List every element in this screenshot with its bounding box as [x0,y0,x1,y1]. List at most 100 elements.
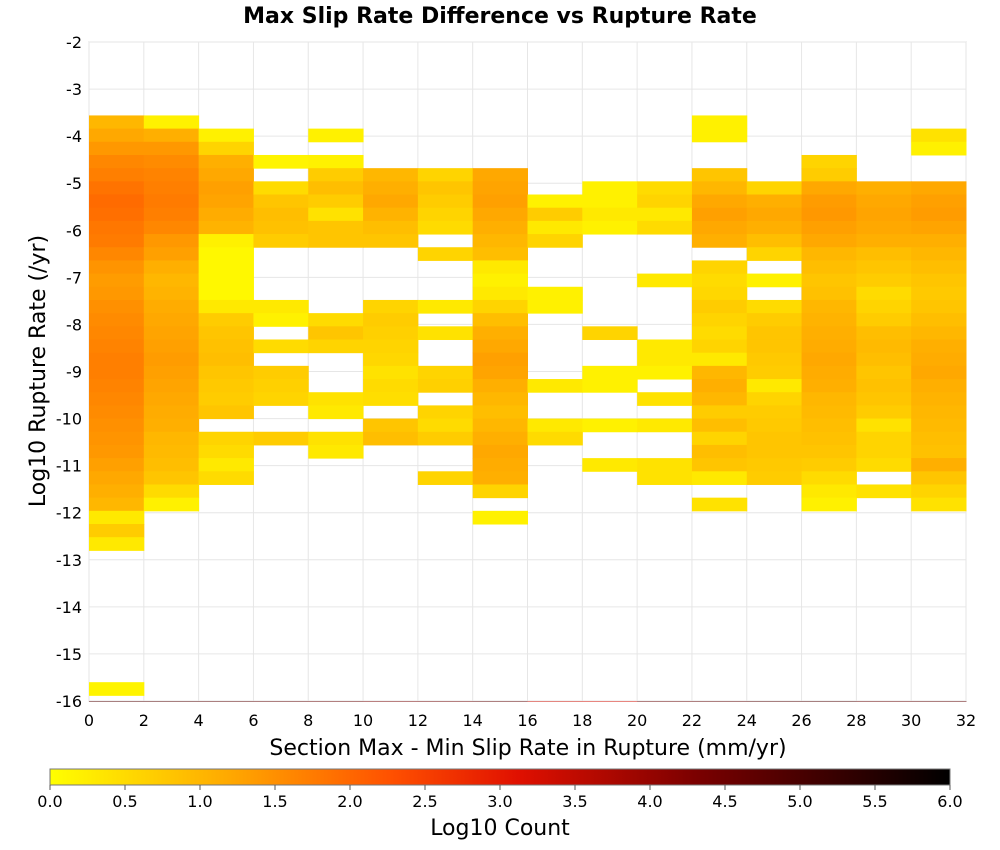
heatmap-cell [198,392,254,406]
heatmap-cell [911,299,967,314]
heatmap-cell [856,444,912,459]
heatmap-cell [911,497,967,512]
heatmap-cell [801,352,857,367]
heatmap-cell [143,471,200,485]
heatmap-cell [253,431,309,446]
colorbar-tick-label: 1.0 [187,792,212,811]
x-axis-label: Section Max - Min Slip Rate in Rupture (… [269,736,786,761]
heatmap-cell [89,497,145,512]
heatmap-cell [198,405,254,420]
y-tick-label: -14 [56,598,82,617]
heatmap-cell [363,379,419,393]
heatmap-cell [198,141,254,156]
heatmap-cell [801,484,857,499]
heatmap-cell [801,181,857,196]
heatmap-cell [911,247,967,261]
heatmap-cell [198,234,254,248]
heatmap-cell [89,418,145,433]
heatmap-cell [198,458,254,472]
heatmap-cell [308,444,364,459]
heatmap-cell [198,444,254,459]
heatmap-cell [198,247,254,261]
heatmap-cell [143,701,200,702]
heatmap-cell [527,418,583,433]
heatmap-cell [911,339,967,354]
heatmap-cell [856,181,912,196]
heatmap-cell [856,458,912,472]
heatmap-cell [582,701,638,702]
heatmap-cell [856,299,912,314]
heatmap-cell [911,181,967,196]
heatmap-cell [363,431,419,446]
colorbar-tick-label: 5.0 [787,792,812,811]
heatmap-cell [801,299,857,314]
x-tick-label: 20 [627,711,647,730]
x-tick-label: 18 [572,711,592,730]
heatmap-cell [856,247,912,261]
heatmap-cell [801,326,857,340]
heatmap-cell [143,115,200,130]
heatmap-cell [198,352,254,367]
heatmap-cell [637,352,693,367]
heatmap-cell [417,418,474,433]
chart-title: Max Slip Rate Difference vs Rupture Rate [243,4,757,29]
colorbar-tick-label: 3.5 [562,792,587,811]
heatmap-cell [527,194,583,209]
heatmap-cell [253,299,309,314]
heatmap-cell [856,313,912,327]
heatmap-cell [746,220,803,235]
heatmap-cell [253,154,309,169]
colorbar-tick-label: 4.0 [637,792,662,811]
heatmap-cell [363,701,419,702]
heatmap-cell [691,273,748,288]
y-tick-label: -3 [66,80,82,99]
y-tick-label: -10 [56,410,82,429]
heatmap-cell [363,299,419,314]
x-tick-label: 6 [248,711,258,730]
heatmap-cell [143,497,200,512]
heatmap-cell [253,339,309,354]
heatmap-cell [472,484,528,499]
y-axis-label: Log10 Rupture Rate (/yr) [26,235,51,507]
heatmap-cell [472,431,528,446]
heatmap-cell [856,392,912,406]
heatmap-cell [472,194,528,209]
heatmap-cell [691,431,748,446]
x-tick-label: 12 [408,711,428,730]
heatmap-cell [856,260,912,275]
colorbar-tick-label: 2.5 [412,792,437,811]
heatmap-cell [691,365,748,380]
heatmap-cell [527,207,583,222]
heatmap-cell [801,260,857,275]
heatmap-cell [253,701,309,702]
heatmap-cell [89,207,145,222]
heatmap-cell [198,313,254,327]
heatmap-cell [143,154,200,169]
heatmap-cell [691,379,748,393]
colorbar-tick-label: 4.5 [712,792,737,811]
heatmap-cell [911,418,967,433]
heatmap-cell [582,379,638,393]
heatmap-cell [691,181,748,196]
heatmap-cell [582,458,638,472]
heatmap-cell [637,701,693,702]
colorbar-ticks: 0.0 0.5 1.0 1.5 2.0 2.5 3.0 3.5 4.0 4.5 5.0 5.5 6.0 [37,785,963,811]
heatmap-cell [363,220,419,235]
heatmap-cell [911,458,967,472]
heatmap-cell [637,207,693,222]
heatmap-cell [691,168,748,182]
heatmap-cell [527,701,583,702]
heatmap-cell [911,194,967,209]
heatmap-cell [856,339,912,354]
heatmap-cell [89,537,145,551]
heatmap-cell [801,701,857,702]
heatmap-cell [637,339,693,354]
heatmap-cell [746,418,803,433]
y-tick-label: -5 [66,174,82,193]
heatmap-cell [856,286,912,301]
heatmap-cell [198,168,254,182]
heatmap-cell [911,405,967,420]
heatmap-cell [198,339,254,354]
heatmap-cell [472,471,528,485]
heatmap-cell [89,379,145,393]
